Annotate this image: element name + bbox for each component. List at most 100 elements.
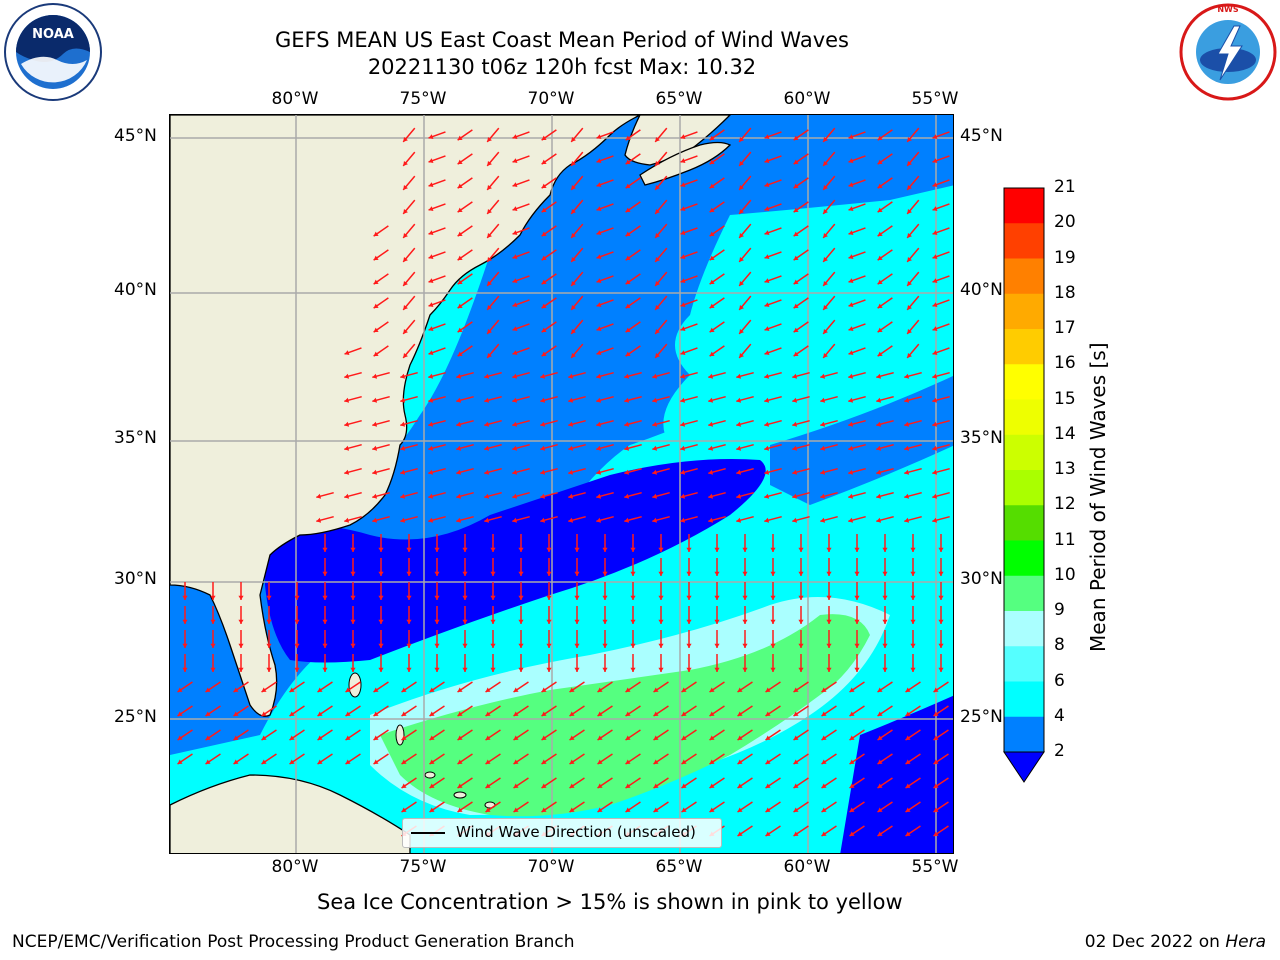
wind-wave-arrowhead — [764, 182, 770, 188]
wind-wave-arrowhead — [736, 445, 742, 451]
wind-wave-arrowhead — [322, 571, 328, 576]
wind-wave-arrowhead — [597, 783, 603, 789]
wind-wave-arrowhead — [602, 619, 608, 624]
wind-wave-arrowhead — [765, 687, 771, 693]
wind-wave-arrowhead — [877, 303, 883, 309]
wind-wave-arrowhead — [904, 373, 910, 379]
wind-wave-arrowhead — [742, 547, 748, 552]
wind-wave-arrowhead — [345, 687, 351, 693]
wind-wave-arrowhead — [512, 230, 518, 236]
wind-wave-arrowhead — [177, 687, 183, 693]
wind-wave-arrowhead — [428, 254, 434, 260]
colorbar-tick-label: 12 — [1054, 494, 1076, 515]
wind-wave-arrowhead — [350, 619, 356, 624]
wind-wave-arrowhead — [932, 302, 938, 308]
wind-wave-arrowhead — [624, 469, 630, 475]
wind-wave-arrowhead — [602, 547, 608, 552]
wind-wave-arrowhead — [428, 493, 434, 499]
wind-wave-arrowhead — [403, 328, 408, 334]
wind-wave-arrowhead — [823, 328, 828, 334]
wind-wave-arrowhead — [854, 643, 860, 648]
wind-wave-arrowhead — [571, 232, 576, 238]
lat-label-right: 40°N — [960, 280, 1003, 300]
wind-wave-arrowhead — [798, 547, 804, 552]
wind-wave-arrowhead — [764, 493, 770, 499]
wind-wave-arrowhead — [877, 831, 883, 837]
wind-wave-arrowhead — [484, 445, 490, 451]
wind-wave-arrowhead — [485, 687, 491, 693]
wind-wave-arrowhead — [403, 352, 408, 358]
wind-wave-arrowhead — [792, 373, 798, 379]
wind-wave-arrowhead — [630, 547, 636, 552]
wind-wave-arrowhead — [512, 421, 518, 427]
wind-wave-arrowhead — [630, 619, 636, 624]
wind-wave-arrowhead — [571, 280, 576, 286]
wind-wave-arrowhead — [294, 619, 300, 624]
wind-wave-arrowhead — [714, 643, 720, 648]
wind-wave-arrowhead — [457, 279, 463, 285]
wind-wave-arrowhead — [546, 619, 552, 624]
wind-wave-arrowhead — [597, 807, 603, 813]
wind-wave-arrowhead — [933, 687, 939, 693]
wind-wave-arrowhead — [512, 182, 518, 188]
wind-wave-arrowhead — [742, 643, 748, 648]
wind-wave-arrowhead — [434, 619, 440, 624]
wind-wave-arrowhead — [574, 547, 580, 552]
wind-wave-arrowhead — [378, 667, 384, 672]
wind-wave-arrowhead — [373, 711, 379, 717]
wind-wave-arrowhead — [261, 711, 267, 717]
wind-wave-arrowhead — [182, 667, 188, 672]
wind-wave-arrowhead — [378, 547, 384, 552]
wind-wave-arrowhead — [484, 397, 490, 403]
wind-wave-arrowhead — [655, 304, 660, 310]
wind-wave-arrowhead — [317, 759, 323, 765]
lat-label-right: 30°N — [960, 569, 1003, 589]
colorbar-segment — [1004, 223, 1044, 259]
wind-wave-arrowhead — [708, 373, 714, 379]
wind-wave-arrowhead — [848, 134, 854, 140]
wind-wave-arrowhead — [403, 232, 408, 238]
wind-wave-arrowhead — [571, 304, 576, 310]
wind-wave-arrowhead — [905, 687, 911, 693]
wind-wave-arrowhead — [905, 735, 911, 741]
wind-wave-arrowhead — [624, 517, 630, 523]
wind-wave-arrowhead — [904, 493, 910, 499]
wind-wave-arrowhead — [266, 595, 272, 600]
wind-wave-arrowhead — [932, 469, 938, 475]
wind-wave-arrowhead — [933, 831, 939, 837]
wind-wave-arrowhead — [765, 783, 771, 789]
colorbar-segment — [1004, 188, 1044, 224]
wind-wave-arrowhead — [625, 135, 631, 141]
wind-wave-arrowhead — [403, 304, 408, 310]
wind-wave-arrowhead — [205, 759, 211, 765]
wind-wave-arrowhead — [400, 469, 406, 475]
wind-wave-arrowhead — [373, 231, 379, 237]
map-title: GEFS MEAN US East Coast Mean Period of W… — [275, 28, 849, 52]
wind-wave-arrowhead — [624, 421, 630, 427]
colorbar-tick-label: 18 — [1054, 282, 1076, 303]
wind-wave-arrowhead — [652, 373, 658, 379]
wind-wave-arrowhead — [403, 256, 408, 262]
wind-wave-arrowhead — [428, 302, 434, 308]
wind-wave-arrowhead — [821, 759, 827, 765]
wind-wave-arrowhead — [289, 711, 295, 717]
wind-wave-arrowhead — [849, 831, 855, 837]
wind-wave-arrowhead — [401, 807, 407, 813]
wind-wave-arrowhead — [798, 643, 804, 648]
wind-wave-arrowhead — [568, 373, 574, 379]
wind-wave-arrowhead — [739, 280, 744, 286]
wind-wave-arrowhead — [624, 373, 630, 379]
wind-wave-arrowhead — [490, 595, 496, 600]
wind-wave-arrowhead — [823, 256, 828, 262]
wind-wave-arrowhead — [484, 517, 490, 523]
wind-wave-arrowhead — [737, 759, 743, 765]
wind-wave-arrowhead — [630, 571, 636, 576]
wave-period-zone-9-10 — [380, 614, 870, 817]
lat-label-right: 25°N — [960, 707, 1003, 727]
wind-wave-arrowhead — [876, 373, 882, 379]
wind-wave-arrowhead — [261, 735, 267, 741]
wind-wave-arrowhead — [708, 493, 714, 499]
host-name: Hera — [1225, 932, 1266, 952]
wind-wave-arrowhead — [848, 278, 854, 284]
wind-wave-arrowhead — [764, 230, 770, 236]
